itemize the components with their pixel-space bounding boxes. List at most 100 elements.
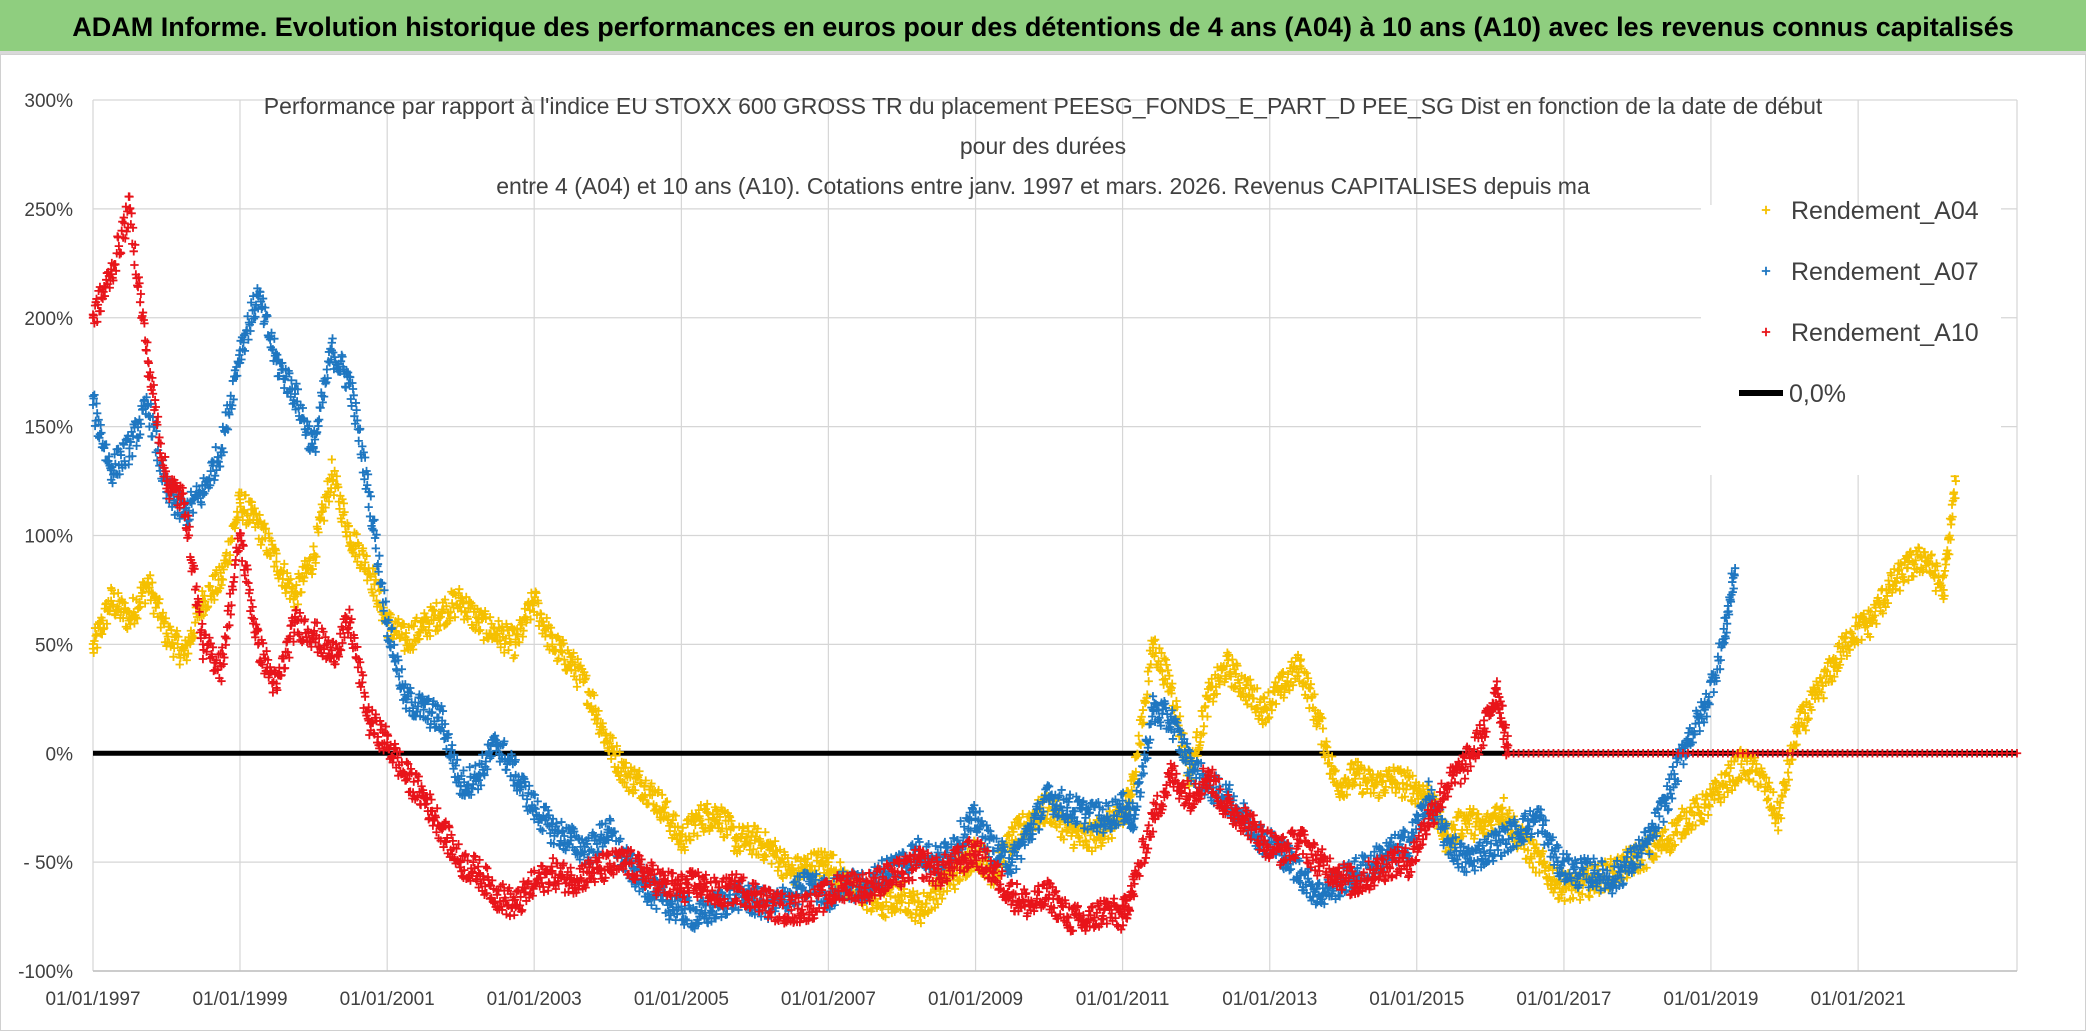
marker	[440, 595, 450, 604]
marker	[476, 625, 485, 635]
marker	[1764, 794, 1773, 803]
marker	[335, 504, 344, 514]
marker	[350, 552, 360, 561]
marker	[161, 614, 170, 623]
marker	[496, 643, 505, 652]
series-layer	[88, 192, 2022, 936]
marker	[665, 826, 675, 836]
marker	[1143, 667, 1153, 676]
marker	[327, 455, 337, 464]
marker	[233, 513, 243, 522]
marker	[203, 602, 213, 611]
marker	[332, 472, 341, 481]
marker	[536, 610, 546, 619]
marker	[425, 631, 435, 641]
marker	[145, 571, 155, 580]
marker	[559, 639, 568, 648]
data-point	[198, 596, 208, 606]
marker	[1313, 879, 1323, 889]
marker	[386, 610, 395, 619]
marker	[302, 568, 311, 578]
marker	[362, 551, 371, 561]
marker	[369, 591, 378, 600]
marker	[551, 645, 561, 655]
marker	[337, 517, 346, 527]
marker	[340, 507, 349, 517]
marker	[155, 594, 164, 604]
marker	[247, 497, 257, 507]
marker	[557, 817, 566, 827]
marker	[608, 733, 617, 743]
marker	[92, 409, 102, 418]
marker	[314, 415, 324, 424]
marker	[671, 811, 680, 820]
marker	[364, 502, 373, 512]
marker	[548, 631, 557, 641]
data-point	[566, 657, 575, 666]
data-point	[106, 596, 116, 606]
marker	[339, 499, 348, 508]
marker	[446, 607, 455, 617]
marker	[1239, 799, 1248, 808]
marker	[292, 580, 301, 590]
marker	[678, 823, 687, 833]
marker	[463, 614, 472, 624]
marker	[92, 643, 102, 652]
data-point	[419, 622, 428, 632]
marker	[471, 761, 480, 770]
marker	[138, 588, 147, 598]
marker	[1773, 826, 1783, 835]
marker	[1144, 677, 1153, 686]
marker	[210, 595, 219, 604]
data-point	[474, 618, 484, 627]
marker	[308, 564, 317, 574]
marker	[630, 786, 640, 795]
marker	[1941, 560, 1951, 569]
marker	[1199, 722, 1209, 731]
marker	[620, 778, 629, 787]
marker	[145, 583, 154, 592]
marker	[225, 550, 235, 560]
marker	[300, 573, 309, 582]
marker	[654, 785, 663, 795]
marker	[338, 495, 347, 504]
data-point	[364, 563, 373, 573]
marker	[158, 608, 168, 618]
marker	[205, 582, 215, 591]
marker	[480, 606, 490, 616]
data-point	[456, 596, 465, 606]
marker	[442, 602, 451, 611]
marker	[409, 622, 418, 631]
marker	[474, 626, 484, 636]
marker	[593, 714, 602, 723]
marker	[506, 637, 515, 647]
marker	[500, 648, 509, 657]
data-point	[695, 814, 704, 823]
data-point	[162, 629, 171, 638]
marker	[485, 612, 495, 622]
title-banner: ADAM Informe. Evolution historique des p…	[0, 0, 2086, 54]
marker	[450, 612, 460, 622]
marker	[375, 551, 384, 560]
marker	[557, 648, 567, 657]
marker	[641, 776, 650, 785]
marker	[630, 765, 639, 774]
data-point	[235, 498, 245, 508]
marker	[462, 592, 471, 602]
marker	[280, 559, 289, 569]
marker	[399, 620, 409, 629]
marker	[1895, 586, 1905, 595]
data-point	[437, 607, 447, 616]
marker	[862, 905, 872, 914]
marker	[151, 603, 161, 612]
marker	[412, 613, 421, 623]
marker	[526, 615, 535, 624]
marker	[664, 812, 673, 821]
marker	[616, 767, 626, 776]
marker	[97, 629, 107, 639]
marker	[130, 619, 139, 628]
marker	[532, 588, 541, 598]
marker	[321, 503, 330, 512]
marker	[282, 568, 292, 578]
marker	[1163, 666, 1173, 675]
